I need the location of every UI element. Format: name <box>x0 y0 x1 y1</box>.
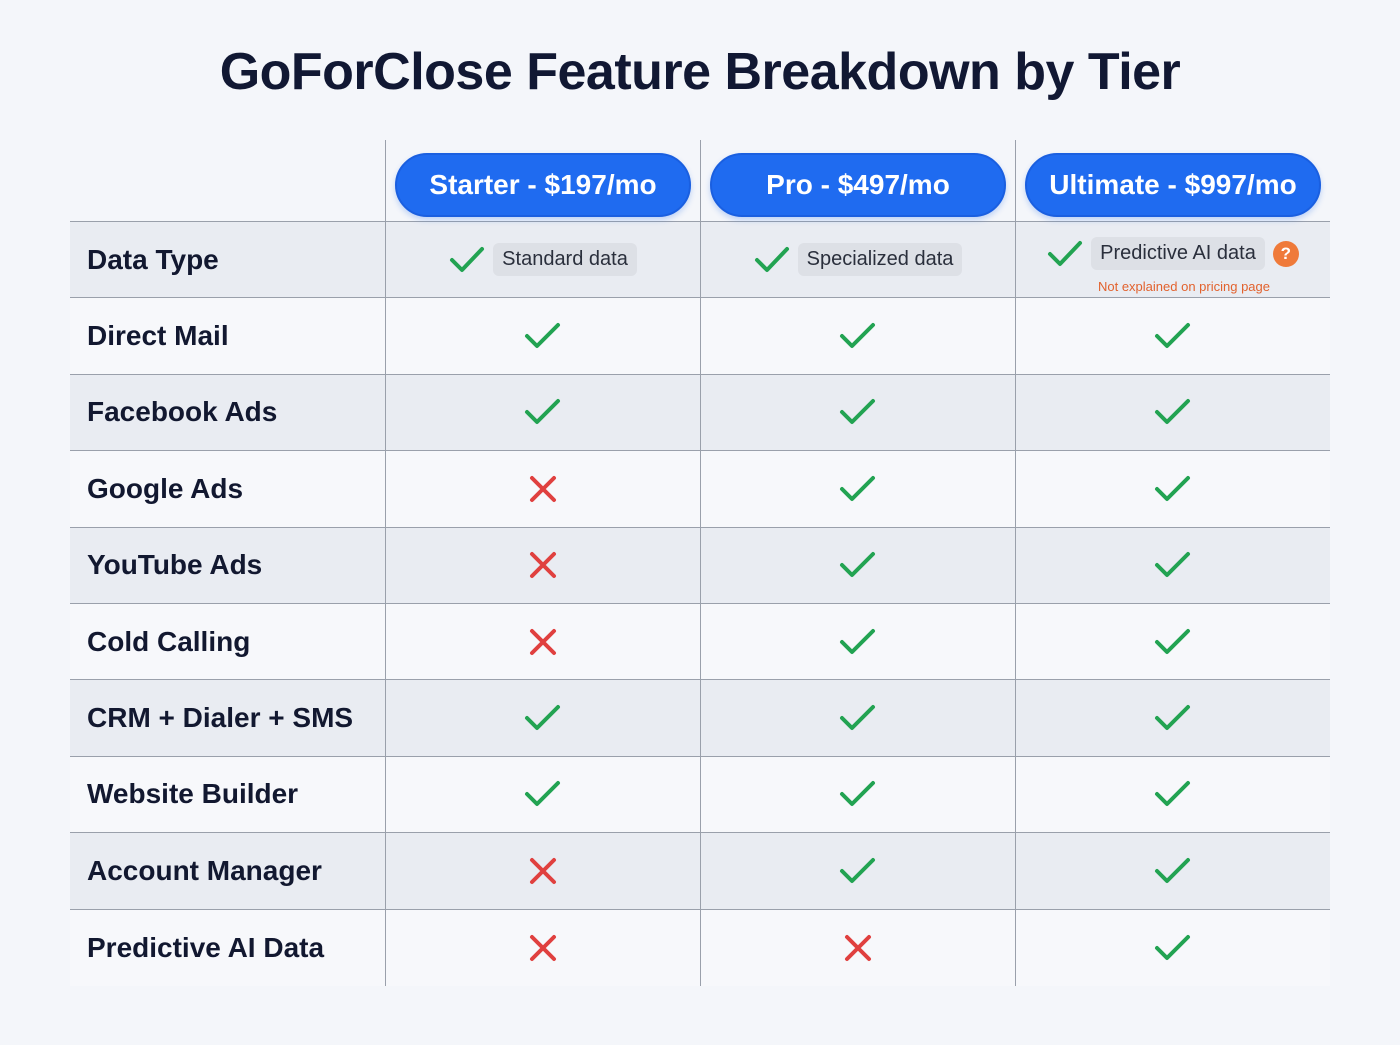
tier-pill-ultimate: Ultimate - $997/mo <box>1025 152 1321 217</box>
row-label: Direct Mail <box>87 320 229 352</box>
cell-ultimate <box>1015 451 1330 527</box>
table-row: Predictive AI Data <box>70 909 1330 986</box>
page-title: GoForClose Feature Breakdown by Tier <box>219 43 1181 101</box>
table-row: Facebook Ads <box>70 374 1330 452</box>
tier-header-starter: Starter - $197/mo <box>385 140 700 221</box>
cell-starter <box>385 298 700 374</box>
feature-rows: Direct Mail Facebook Ads Google Ads YouT… <box>70 298 1330 986</box>
cross-icon <box>528 474 558 504</box>
check-icon <box>1047 239 1083 269</box>
data-type-badge: Specialized data <box>797 243 963 277</box>
check-icon <box>1154 627 1192 657</box>
check-icon <box>524 703 562 733</box>
cell-pro <box>700 603 1015 680</box>
check-icon <box>839 703 877 733</box>
check-icon <box>449 245 485 275</box>
cross-icon <box>528 856 558 886</box>
tier-header-ultimate: Ultimate - $997/mo <box>1015 140 1330 221</box>
row-label: Data Type <box>87 243 219 275</box>
cell-ultimate: Predictive AI data ? Not explained on pr… <box>1015 222 1330 298</box>
check-icon <box>839 474 877 504</box>
check-icon <box>839 550 877 580</box>
check-icon <box>1154 474 1192 504</box>
table-row: Direct Mail <box>70 298 1330 375</box>
tier-header-pro: Pro - $497/mo <box>700 140 1015 221</box>
check-icon <box>839 856 877 886</box>
cross-icon <box>528 627 558 657</box>
table-row: YouTube Ads <box>70 527 1330 604</box>
cell-starter <box>385 680 700 756</box>
cell-ultimate <box>1015 603 1330 680</box>
check-icon <box>839 779 877 809</box>
cell-pro <box>700 909 1015 986</box>
cell-pro: Specialized data <box>700 222 1015 298</box>
cell-starter <box>385 527 700 603</box>
cross-icon <box>528 933 558 963</box>
table-row-data-type: Data Type Standard data Specialized data <box>70 222 1330 299</box>
cell-pro <box>700 451 1015 527</box>
table-row: Google Ads <box>70 451 1330 528</box>
data-type-badge: Standard data <box>493 243 637 277</box>
row-label: YouTube Ads <box>87 549 263 581</box>
cell-ultimate <box>1015 756 1330 833</box>
table-row: Cold Calling <box>70 603 1330 681</box>
header-corner <box>70 140 385 221</box>
check-icon <box>524 397 562 427</box>
cell-starter <box>385 833 700 909</box>
cell-ultimate <box>1015 374 1330 451</box>
tier-header-row: Starter - $197/mo Pro - $497/mo Ultimate… <box>70 140 1330 222</box>
row-label: Cold Calling <box>87 625 251 657</box>
cell-starter <box>385 603 700 680</box>
cell-starter <box>385 909 700 986</box>
cell-pro <box>700 527 1015 603</box>
cell-starter <box>385 756 700 833</box>
row-label: Google Ads <box>87 472 244 504</box>
cross-icon <box>528 550 558 580</box>
check-icon <box>839 627 877 657</box>
tier-pill-pro: Pro - $497/mo <box>710 152 1006 217</box>
cell-ultimate <box>1015 680 1330 756</box>
cell-pro <box>700 680 1015 756</box>
check-icon <box>1154 933 1192 963</box>
row-label: Facebook Ads <box>87 396 278 428</box>
cell-starter: Standard data <box>385 222 700 298</box>
check-icon <box>754 245 790 275</box>
cell-pro <box>700 833 1015 909</box>
check-icon <box>524 779 562 809</box>
check-icon <box>1154 779 1192 809</box>
check-icon <box>1154 703 1192 733</box>
data-type-badge: Predictive AI data <box>1091 237 1265 271</box>
pricing-note: Not explained on pricing page <box>1097 279 1270 295</box>
cell-ultimate <box>1015 298 1330 374</box>
check-icon <box>1154 550 1192 580</box>
cell-pro <box>700 374 1015 451</box>
cell-ultimate <box>1015 527 1330 603</box>
check-icon <box>1154 856 1192 886</box>
table-row: Account Manager <box>70 833 1330 910</box>
cell-starter <box>385 451 700 527</box>
row-label: Website Builder <box>87 778 299 810</box>
check-icon <box>839 321 877 351</box>
cell-pro <box>700 298 1015 374</box>
row-label: Account Manager <box>87 854 322 886</box>
check-icon <box>524 321 562 351</box>
cell-ultimate <box>1015 909 1330 986</box>
check-icon <box>1154 321 1192 351</box>
table-row: Website Builder <box>70 756 1330 834</box>
check-icon <box>839 397 877 427</box>
check-icon <box>1154 397 1192 427</box>
cell-ultimate <box>1015 833 1330 909</box>
cell-pro <box>700 756 1015 833</box>
tier-pill-starter: Starter - $197/mo <box>395 152 691 217</box>
table-row: CRM + Dialer + SMS <box>70 680 1330 757</box>
row-label: CRM + Dialer + SMS <box>87 702 354 734</box>
row-label: Predictive AI Data <box>87 931 325 963</box>
help-icon[interactable]: ? <box>1272 240 1299 267</box>
feature-comparison-table: Starter - $197/mo Pro - $497/mo Ultimate… <box>70 140 1330 986</box>
cell-starter <box>385 374 700 451</box>
cross-icon <box>843 933 873 963</box>
